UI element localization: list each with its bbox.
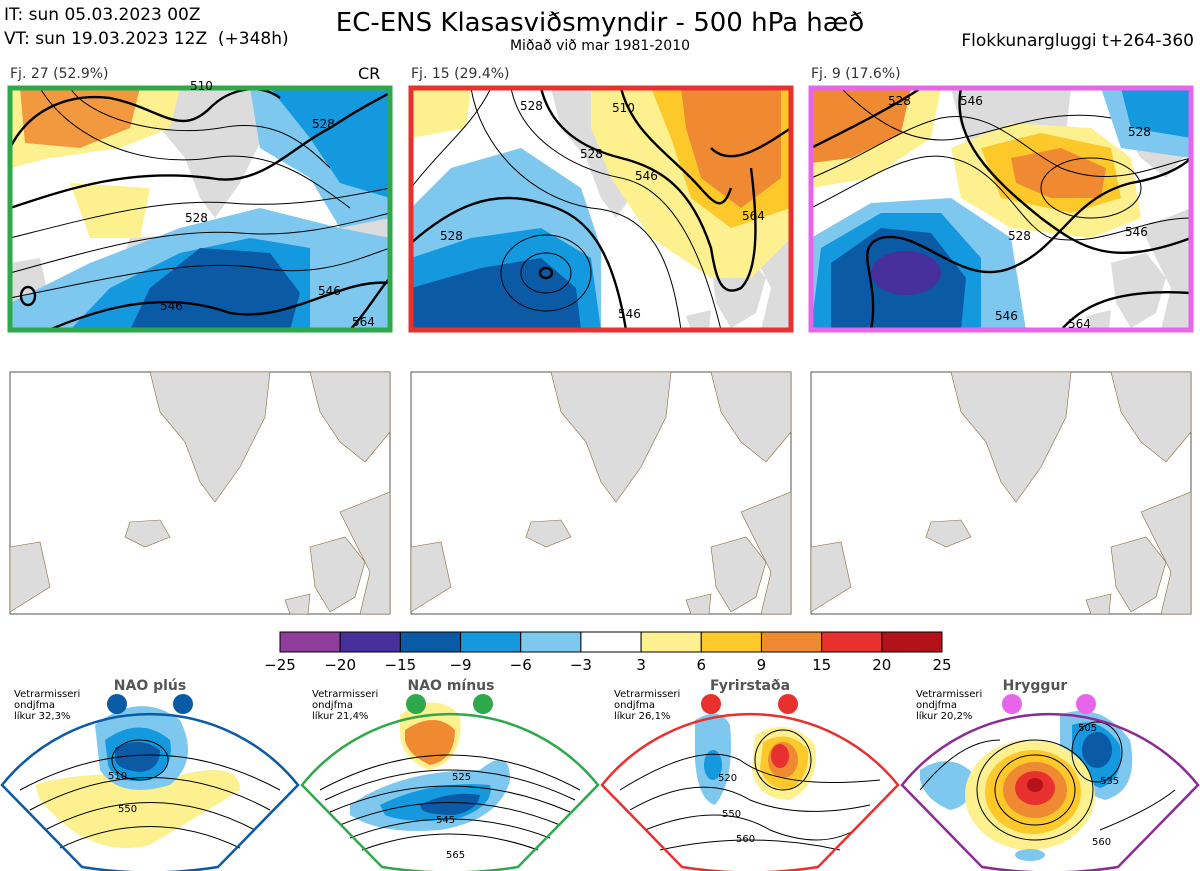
- colorbar-tick-label: −25: [264, 656, 296, 674]
- regime-3-label-3: 560: [736, 834, 755, 845]
- regime-2-label-1: 525: [452, 772, 471, 783]
- colorbar-swatch: [821, 631, 883, 653]
- cluster-2-contour-label-7: 528: [440, 229, 463, 243]
- cluster-3-contour-label-1: 528: [888, 94, 911, 108]
- colorbar-tick-label: −15: [385, 656, 417, 674]
- cluster-2-contour-label-5: 564: [742, 209, 765, 223]
- regime-4-label-1: 505: [1078, 723, 1097, 734]
- colorbar-ticks: −25 −20 −15 −9 −6 −3 3 6 9 15 20 25: [264, 656, 951, 674]
- regime-4-months: ondjfma: [916, 700, 957, 711]
- empty-map-3: [810, 371, 1192, 615]
- regime-2-season: Vetrarmisseri: [312, 689, 378, 700]
- colorbar-swatch: [700, 631, 762, 653]
- chart-subtitle: Miðað við mar 1981-2010: [509, 38, 691, 54]
- colorbar-swatch: [279, 631, 341, 653]
- cluster-3-contour-label-5: 528: [1008, 229, 1031, 243]
- regime-nao-minus: NAO mínus Vetrarmisseri ondjfma líkur 21…: [300, 678, 600, 871]
- colorbar-tick-label: 20: [872, 656, 891, 674]
- colorbar-swatch: [640, 631, 702, 653]
- regime-4-name: Hryggur: [1003, 678, 1068, 694]
- cluster-3-contour-label-4: 546: [1125, 225, 1148, 239]
- colorbar-tick-label: −20: [324, 656, 356, 674]
- colorbar-tick-label: 9: [757, 656, 767, 674]
- colorbar-swatch: [399, 631, 462, 653]
- cluster-1-contour-label-5: 546: [318, 284, 341, 298]
- regime-1-label-1: 510: [108, 771, 127, 782]
- regime-1-name: NAO plús: [114, 678, 186, 694]
- cluster-1-contour-label-3: 528: [185, 211, 208, 225]
- colorbar-tick-label: 25: [932, 656, 951, 674]
- cluster-1-label: Fj. 27 (52.9%): [10, 66, 109, 82]
- cluster-2-contour-label-2: 510: [612, 101, 635, 115]
- colorbar: [279, 631, 943, 653]
- cluster-2-contour-label-4: 546: [635, 169, 658, 183]
- regime-fyrirstada: Fyrirstaða Vetrarmisseri ondjfma líkur 2…: [600, 678, 900, 871]
- colorbar-swatch: [520, 631, 582, 653]
- it-line: IT: sun 05.03.2023 00Z: [4, 5, 201, 25]
- regime-3-name: Fyrirstaða: [710, 678, 790, 694]
- cluster-2-map: [411, 88, 791, 330]
- regime-4-label-3: 560: [1092, 837, 1111, 848]
- regime-2-name: NAO mínus: [408, 678, 495, 694]
- regime-2-prob: líkur 21,4%: [312, 710, 368, 722]
- regime-1-season: Vetrarmisseri: [14, 689, 80, 700]
- regime-2-label-3: 565: [446, 850, 465, 861]
- colorbar-tick-label: 15: [812, 656, 831, 674]
- cluster-2-contour-label-3: 528: [580, 147, 603, 161]
- cluster-3-contour-label-7: 564: [1068, 317, 1091, 331]
- regime-3-months: ondjfma: [614, 700, 655, 711]
- regime-hryggur: Hryggur Vetrarmisseri ondjfma líkur 20,2…: [900, 678, 1200, 871]
- colorbar-swatch: [460, 631, 522, 653]
- colorbar-tick-label: −6: [510, 656, 532, 674]
- regime-3-label-1: 520: [718, 773, 737, 784]
- cluster-3-contour-label-3: 528: [1128, 125, 1151, 139]
- cluster-2-contour-label-1: 528: [520, 99, 543, 113]
- vt-line: VT: sun 19.03.2023 12Z (+348h): [4, 29, 289, 49]
- colorbar-swatch: [881, 631, 943, 653]
- cluster-3-label: Fj. 9 (17.6%): [811, 66, 901, 82]
- regime-1-prob: líkur 32,3%: [14, 710, 70, 722]
- colorbar-tick-label: −9: [449, 656, 471, 674]
- regime-nao-plus: NAO plús Vetrarmisseri ondjfma líkur 32,…: [0, 678, 300, 871]
- cluster-1-frame: [7, 85, 393, 333]
- cluster-1-contour-label-4: 546: [160, 299, 183, 313]
- colorbar-swatch: [760, 631, 823, 653]
- empty-map-1: [9, 371, 391, 615]
- colorbar-tick-label: −3: [570, 656, 592, 674]
- cluster-3-contour-label-6: 546: [995, 309, 1018, 323]
- colorbar-tick-label: 3: [636, 656, 646, 674]
- cluster-1-tag: CR: [358, 64, 381, 83]
- regime-1-months: ondjfma: [14, 700, 55, 711]
- cluster-1-contour-label-1: 510: [190, 79, 213, 93]
- regime-3-season: Vetrarmisseri: [614, 689, 680, 700]
- regime-4-season: Vetrarmisseri: [916, 689, 982, 700]
- cluster-3-contour-label-2: 546: [960, 94, 983, 108]
- regime-4-prob: líkur 20,2%: [916, 710, 972, 722]
- chart-title: EC-ENS Klasasviðsmyndir - 500 hPa hæð: [335, 8, 865, 38]
- window-label: Flokkunargluggi t+264-360: [961, 31, 1194, 51]
- regime-3-label-2: 550: [722, 809, 741, 820]
- regime-1-label-2: 550: [118, 804, 137, 815]
- cluster-2-frame: [408, 85, 794, 333]
- colorbar-swatch: [580, 631, 642, 653]
- regime-2-label-2: 545: [436, 815, 455, 826]
- cluster-2-label: Fj. 15 (29.4%): [411, 66, 510, 82]
- regime-2-months: ondjfma: [312, 700, 353, 711]
- regime-4-label-2: 535: [1100, 776, 1119, 787]
- cluster-1-contour-label-6: 564: [352, 315, 375, 329]
- cluster-1-contour-label-2: 528: [312, 117, 335, 131]
- cluster-3-frame: [808, 85, 1194, 333]
- regime-3-prob: líkur 26,1%: [614, 710, 670, 722]
- cluster-2-contour-label-6: 546: [618, 307, 641, 321]
- empty-map-2: [410, 371, 792, 615]
- colorbar-swatch: [339, 631, 401, 653]
- cluster-3-map: [811, 88, 1191, 330]
- cluster-1-map: [10, 88, 390, 330]
- colorbar-tick-label: 6: [696, 656, 706, 674]
